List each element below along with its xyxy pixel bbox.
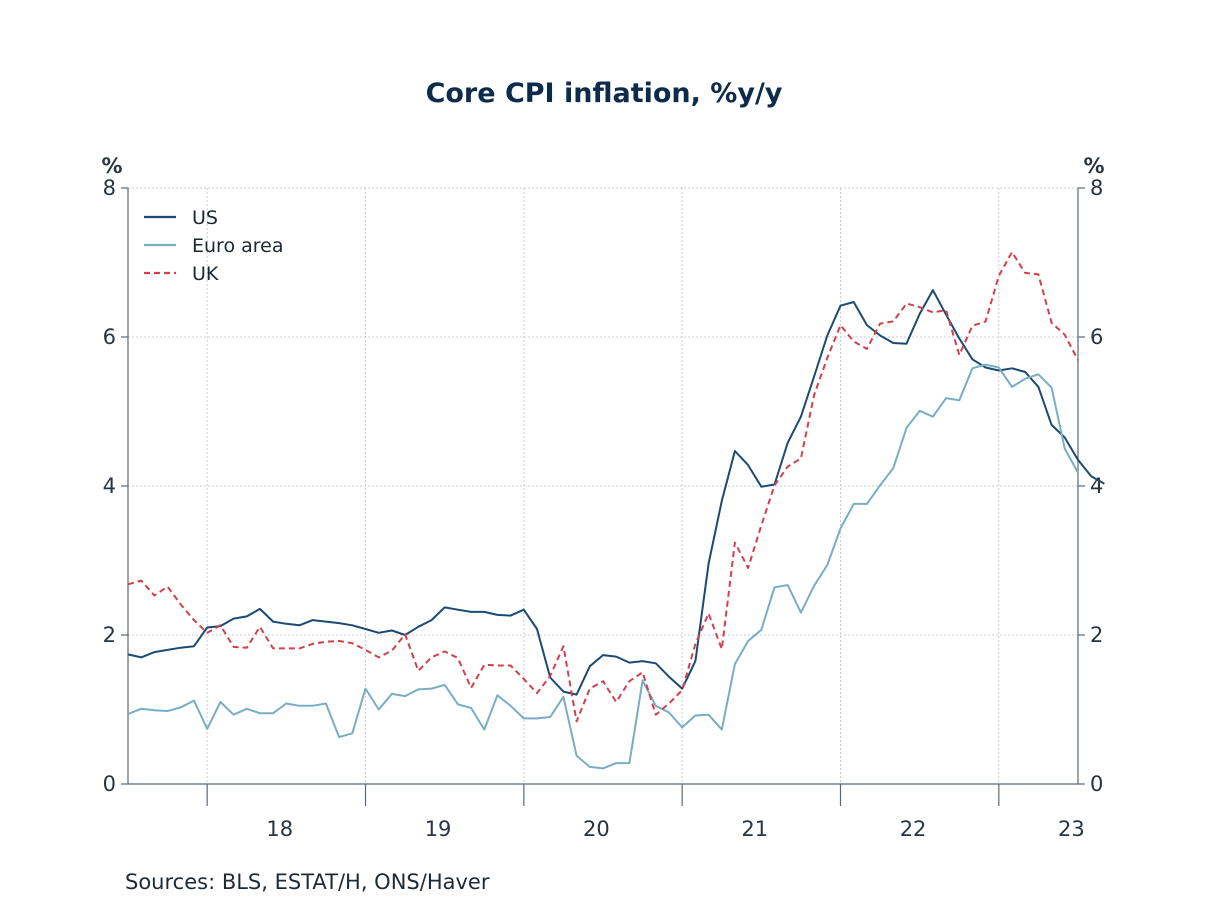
y-tick-label-right: 2: [1090, 623, 1103, 647]
y-tick-label-right: 4: [1090, 474, 1103, 498]
y-tick-label-right: 6: [1090, 325, 1103, 349]
series-line-uk: [127, 251, 1079, 723]
x-tick-label: 18: [266, 817, 293, 841]
y-tick-label-right: 0: [1090, 772, 1103, 796]
gridlines: [128, 187, 1078, 784]
y-tick-label-left: 8: [103, 176, 116, 200]
y-tick-label-left: 4: [103, 474, 116, 498]
legend-label-euro-area: Euro area: [192, 235, 283, 257]
y-unit-left: %: [101, 154, 122, 178]
legend: US Euro area UK: [144, 207, 283, 285]
x-tick-label: 23: [1058, 817, 1085, 841]
x-tick-label: 22: [900, 817, 927, 841]
legend-label-uk: UK: [192, 263, 219, 285]
chart-title: Core CPI inflation, %y/y: [425, 78, 783, 109]
y-tick-label-right: 8: [1090, 176, 1103, 200]
y-tick-label-left: 0: [103, 772, 116, 796]
axes: 0 02 24 46 68 8% %18 19 20 21 22 23: [101, 154, 1104, 841]
legend-label-us: US: [192, 207, 218, 229]
x-tick-label: 19: [425, 817, 452, 841]
y-tick-label-left: 2: [103, 623, 116, 647]
series-lines: [127, 251, 1105, 770]
series-line-us: [127, 289, 1105, 696]
source-note: Sources: BLS, ESTAT/H, ONS/Haver: [125, 870, 490, 894]
y-unit-right: %: [1083, 154, 1104, 178]
x-tick-label: 21: [741, 817, 768, 841]
x-tick-label: 20: [583, 817, 610, 841]
series-line-euro-area: [127, 363, 1079, 770]
y-tick-label-left: 6: [103, 325, 116, 349]
